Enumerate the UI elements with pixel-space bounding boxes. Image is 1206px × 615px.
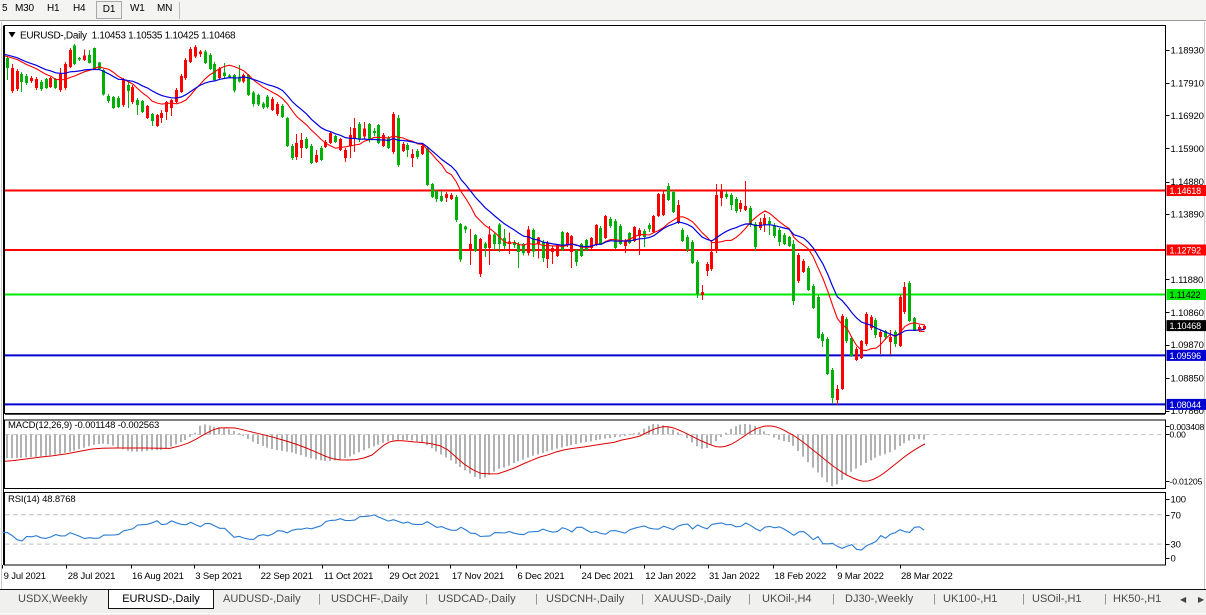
svg-text:0.003408: 0.003408 [1170, 422, 1205, 432]
svg-text:6 Dec 2021: 6 Dec 2021 [517, 571, 564, 582]
svg-text:28 Jul 2021: 28 Jul 2021 [68, 571, 115, 582]
svg-text:1.11880: 1.11880 [1171, 275, 1204, 286]
svg-text:EURUSD-,Daily 1.10453 1.10535: EURUSD-,Daily 1.10453 1.10535 1.10425 1.… [20, 31, 236, 42]
svg-text:1.10468: 1.10468 [1170, 321, 1202, 331]
svg-text:1.09596: 1.09596 [1170, 351, 1202, 361]
svg-text:1.08850: 1.08850 [1171, 373, 1204, 384]
svg-text:11 Oct 2021: 11 Oct 2021 [324, 571, 373, 582]
svg-text:1.18930: 1.18930 [1171, 45, 1204, 56]
svg-text:3 Sep 2021: 3 Sep 2021 [195, 571, 242, 582]
svg-text:1.17910: 1.17910 [1171, 79, 1204, 90]
svg-text:1.15900: 1.15900 [1171, 144, 1204, 155]
svg-text:1.16920: 1.16920 [1171, 111, 1204, 122]
svg-text:24 Dec 2021: 24 Dec 2021 [582, 571, 634, 582]
svg-text:31 Jan 2022: 31 Jan 2022 [709, 571, 760, 582]
svg-text:1.09870: 1.09870 [1171, 340, 1204, 351]
svg-text:RSI(14) 48.8768: RSI(14) 48.8768 [8, 494, 75, 505]
svg-text:9 Jul 2021: 9 Jul 2021 [4, 571, 46, 582]
svg-text:1.11422: 1.11422 [1170, 290, 1201, 300]
svg-text:70: 70 [1171, 511, 1181, 522]
svg-text:28 Mar 2022: 28 Mar 2022 [901, 571, 953, 582]
svg-text:1.07860: 1.07860 [1171, 406, 1204, 417]
svg-text:0: 0 [1171, 554, 1176, 565]
svg-text:29 Oct 2021: 29 Oct 2021 [389, 571, 439, 582]
svg-text:1.12792: 1.12792 [1170, 245, 1202, 255]
svg-text:9 Mar 2022: 9 Mar 2022 [837, 571, 884, 582]
svg-text:1.13890: 1.13890 [1171, 209, 1204, 220]
svg-text:1.14880: 1.14880 [1171, 177, 1204, 188]
svg-text:30: 30 [1171, 540, 1181, 551]
svg-text:1.10860: 1.10860 [1171, 308, 1204, 319]
svg-text:-0.01205: -0.01205 [1170, 477, 1203, 487]
svg-text:22 Sep 2021: 22 Sep 2021 [261, 571, 313, 582]
svg-text:18 Feb 2022: 18 Feb 2022 [774, 571, 826, 582]
svg-text:MACD(12,26,9) -0.001148 -0.002: MACD(12,26,9) -0.001148 -0.002563 [8, 420, 159, 431]
svg-text:17 Nov 2021: 17 Nov 2021 [452, 571, 504, 582]
svg-text:0.00: 0.00 [1170, 430, 1186, 440]
svg-text:100: 100 [1171, 495, 1186, 506]
svg-text:1.08044: 1.08044 [1170, 400, 1202, 410]
svg-text:1.14618: 1.14618 [1170, 186, 1202, 196]
svg-text:12 Jan 2022: 12 Jan 2022 [645, 571, 696, 582]
svg-text:16 Aug 2021: 16 Aug 2021 [132, 571, 184, 582]
